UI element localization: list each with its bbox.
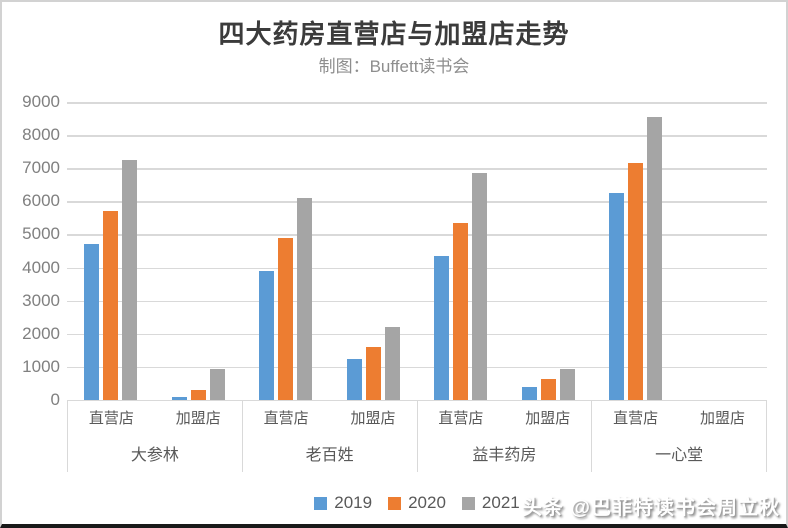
gridline: [67, 168, 767, 170]
x-axis-group-cell: 直营店 加盟店益丰药房: [418, 401, 593, 472]
legend-swatch-icon: [461, 496, 475, 510]
gridline: [67, 201, 767, 203]
bar-subgroup: [67, 102, 155, 400]
x-axis-group-cell: 直营店 加盟店大参林: [68, 401, 243, 472]
bar-group: [592, 102, 767, 400]
legend-item: 2019: [314, 493, 372, 513]
group-label: 一心堂: [655, 447, 704, 465]
subcategory-label-row: 直营店 加盟店: [243, 401, 417, 435]
bar-2020: [278, 237, 294, 400]
bar-2021: [122, 159, 138, 400]
bar-subgroup: [680, 102, 768, 400]
bar-subgroup: [155, 102, 243, 400]
bar-2019: [346, 358, 362, 400]
y-axis-tick-label: 8000: [22, 125, 60, 145]
legend-label: 2021: [481, 493, 520, 512]
y-axis-tick-label: 1000: [22, 356, 60, 376]
bar-2021: [472, 173, 488, 400]
gridline: [67, 135, 767, 137]
subcategory-label: 加盟店: [175, 410, 221, 428]
y-axis-tick-label: 3000: [22, 290, 60, 310]
y-axis-tick-label: 2000: [22, 323, 60, 343]
y-axis-tick-label: 6000: [22, 191, 60, 211]
subcategory-label-row: 直营店 加盟店: [592, 401, 766, 435]
plot-area: [67, 102, 767, 400]
bar-subgroup: [242, 102, 330, 400]
bar-subgroup: [330, 102, 418, 400]
subcategory-label: 加盟店: [350, 410, 396, 428]
subcategory-label: 直营店: [88, 410, 134, 428]
subcategory-label: 直营店: [438, 410, 484, 428]
bar-subgroup: [505, 102, 593, 400]
y-axis-tick-label: 0: [50, 390, 60, 409]
subcategory-label: 加盟店: [700, 410, 746, 428]
chart-title: 四大药房直营店与加盟店走势: [218, 19, 570, 49]
legend-swatch-icon: [388, 496, 402, 510]
bar-2021: [559, 368, 575, 400]
bar-2019: [84, 244, 100, 400]
subcategory-label: 直营店: [613, 410, 659, 428]
gridline: [67, 102, 767, 104]
y-axis: 9000 8000 7000 6000 5000 4000 3000 2000 1000 0: [2, 93, 60, 409]
bar-2019: [521, 386, 537, 400]
bars-container: [67, 102, 767, 400]
legend-label: 2019: [334, 493, 373, 512]
subcategory-label-row: 直营店 加盟店: [68, 401, 242, 435]
chart-subtitle: 制图：Buffett读书会: [318, 57, 470, 76]
gridline: [67, 333, 767, 336]
gridline: [67, 366, 767, 369]
bar-2020: [365, 347, 381, 400]
bar-2021: [297, 198, 313, 400]
subcategory-label-row: 直营店 加盟店: [418, 401, 592, 435]
group-label: 益丰药房: [472, 447, 537, 465]
bar-group: [417, 102, 592, 400]
bar-2019: [609, 193, 625, 400]
gridline: [67, 267, 767, 270]
bar-2020: [190, 390, 206, 400]
bar-2020: [540, 379, 556, 400]
y-axis-tick-label: 9000: [22, 92, 60, 111]
legend-label: 2020: [408, 493, 446, 512]
group-label: 大参林: [130, 447, 179, 465]
bar-2019: [434, 255, 450, 400]
x-axis-label-strip: 直营店 加盟店大参林 直营店 加盟店老百姓 直营店 加盟店益丰药房 直营店 加盟店一心堂: [67, 400, 767, 472]
x-axis-group-cell: 直营店 加盟店一心堂: [592, 401, 766, 472]
bar-2021: [647, 116, 663, 400]
subcategory-label: 加盟店: [525, 410, 571, 428]
bar-2019: [259, 270, 275, 400]
bar-2020: [453, 222, 469, 400]
subcategory-label: 直营店: [263, 410, 309, 428]
group-label: 老百姓: [305, 447, 354, 465]
gridline: [67, 234, 767, 236]
bar-subgroup: [417, 102, 505, 400]
watermark: 头条 @巴菲特读书会周立秋: [521, 497, 780, 519]
bar-subgroup: [592, 102, 680, 400]
gridline: [67, 300, 767, 303]
legend-swatch-icon: [314, 496, 328, 510]
legend: 2019 2020 2021: [67, 491, 767, 515]
legend-item: 2020: [388, 493, 446, 513]
y-axis-tick-label: 4000: [22, 257, 60, 277]
bar-2020: [628, 163, 644, 400]
bar-2020: [103, 211, 119, 400]
bar-2021: [209, 368, 225, 400]
bar-group: [242, 102, 417, 400]
bar-2021: [384, 327, 400, 400]
bar-group: [67, 102, 242, 400]
bar-2019: [171, 396, 187, 400]
x-axis-group-cell: 直营店 加盟店老百姓: [243, 401, 418, 472]
y-axis-tick-label: 5000: [22, 224, 60, 244]
y-axis-tick-label: 7000: [22, 158, 60, 178]
legend-item: 2021: [461, 493, 520, 513]
